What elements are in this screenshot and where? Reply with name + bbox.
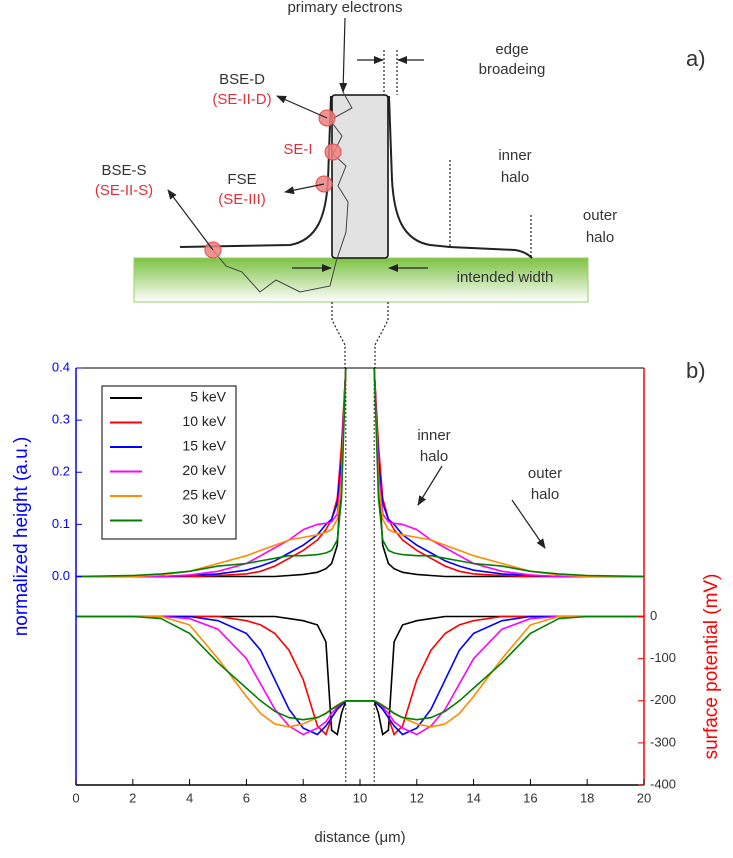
legend-label: 15 keV [182, 438, 226, 454]
x-tick-label: 18 [580, 790, 594, 805]
label: (SE-II-D) [212, 91, 271, 108]
legend-label: 5 keV [190, 389, 226, 405]
guide-line [331, 302, 346, 368]
series-line [76, 615, 644, 736]
arrow [339, 17, 348, 93]
series-line [76, 615, 644, 736]
y2-tick-label: 0 [650, 608, 657, 623]
label: halo [501, 169, 529, 186]
label: intended width [457, 269, 554, 286]
x-tick-label: 0 [72, 790, 79, 805]
arrow [284, 183, 325, 195]
label: halo [586, 229, 614, 246]
emission-points [204, 109, 342, 259]
electron-path [212, 91, 353, 293]
series-line [76, 615, 644, 721]
series-line [76, 368, 644, 578]
label: (SE-III) [218, 191, 266, 208]
label: BSE-S [101, 162, 146, 179]
x-tick-label: 12 [410, 790, 424, 805]
x-tick-label: 20 [637, 790, 651, 805]
series-line [76, 615, 644, 736]
substrate [133, 257, 589, 303]
y-tick-label: 0.3 [52, 412, 70, 427]
series-line [76, 615, 644, 728]
legend-box [101, 385, 237, 540]
line-structure [331, 94, 389, 259]
annotation: halo [420, 448, 448, 465]
legend-label: 25 keV [182, 487, 226, 503]
panel-label: b) [686, 358, 706, 383]
label: (SE-II-S) [95, 182, 153, 199]
x-tick-label: 10 [353, 790, 367, 805]
legend-label: 30 keV [182, 511, 226, 527]
y-axis-label: normalized height (a.u.) [11, 437, 32, 637]
arrow [167, 189, 214, 251]
label: FSE [227, 171, 256, 188]
y-tick-label: 0.4 [52, 359, 70, 374]
annotation: inner [417, 427, 450, 444]
label: edge [495, 41, 528, 58]
arrow [276, 95, 328, 119]
legend-label: 10 keV [182, 413, 226, 429]
x-tick-label: 16 [523, 790, 537, 805]
diagram: primary electrons edge broadeing a) BSE-… [95, 0, 706, 383]
series-line [76, 368, 644, 578]
y-tick-label: 0.2 [52, 464, 70, 479]
label: SE-I [283, 141, 312, 158]
annotation: outer [528, 465, 562, 482]
x-tick-label: 14 [466, 790, 480, 805]
y2-tick-label: -200 [650, 692, 676, 707]
label: broadeing [479, 61, 546, 78]
x-tick-label: 4 [186, 790, 193, 805]
guide-line [374, 302, 389, 368]
y2-tick-label: -300 [650, 734, 676, 749]
plot: 0 2 4 6 8 10 12 14 16 18 20 0.0 0.1 0.2 0.3 0.4 0 -100 -20… [11, 359, 722, 846]
y-tick-label: 0.0 [52, 568, 70, 583]
annotation-arrow [511, 499, 546, 549]
label: outer [583, 207, 617, 224]
guides [331, 50, 532, 368]
legend-label: 20 keV [182, 462, 226, 478]
x-axis-label: distance (μm) [314, 829, 405, 846]
label: inner [498, 147, 531, 164]
series-line [76, 615, 644, 736]
panel-label: a) [686, 46, 706, 71]
label: BSE-D [219, 71, 265, 88]
y-tick-label: 0.1 [52, 516, 70, 531]
y2-tick-label: -100 [650, 650, 676, 665]
x-tick-label: 2 [129, 790, 136, 805]
x-tick-label: 8 [300, 790, 307, 805]
x-tick-label: 6 [243, 790, 250, 805]
annotation-arrow [417, 465, 443, 506]
y2-tick-label: -400 [650, 776, 676, 791]
y2-axis-label: surface potential (mV) [701, 574, 722, 760]
emission-point [324, 143, 342, 161]
label: primary electrons [287, 0, 402, 16]
annotation: halo [531, 486, 559, 503]
